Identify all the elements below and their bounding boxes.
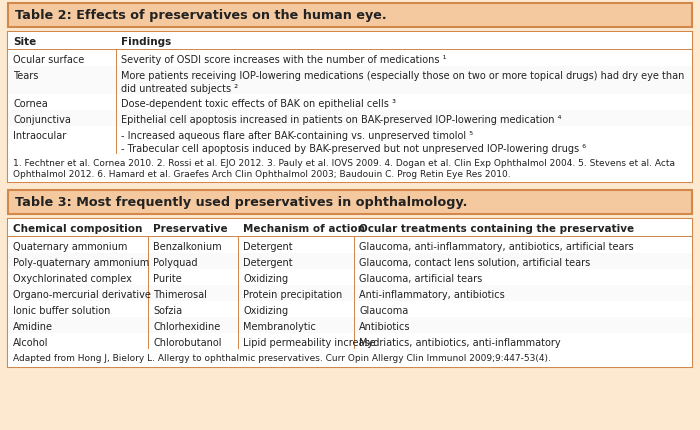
Bar (8, 182, 692, 183)
Bar (8, 286, 692, 301)
Bar (8, 190, 692, 215)
Bar (8, 94, 692, 95)
Bar (8, 51, 692, 67)
Bar (8, 154, 692, 155)
Bar (8, 126, 692, 127)
Text: Anti-inflammatory, antibiotics: Anti-inflammatory, antibiotics (359, 289, 505, 299)
Text: Antibiotics: Antibiotics (359, 321, 410, 331)
Text: Adapted from Hong J, Bielory L. Allergy to ophthalmic preservatives. Curr Opin A: Adapted from Hong J, Bielory L. Allergy … (13, 353, 551, 362)
Bar (8, 95, 692, 111)
Text: 1. Fechtner et al. Cornea 2010. 2. Rossi et al. EJO 2012. 3. Pauly et al. IOVS 2: 1. Fechtner et al. Cornea 2010. 2. Rossi… (13, 159, 675, 179)
Text: Amidine: Amidine (13, 321, 53, 331)
Bar (354, 253, 355, 269)
Text: Mydriatics, antibiotics, anti-inflammatory: Mydriatics, antibiotics, anti-inflammato… (359, 337, 561, 347)
Bar (116, 111, 117, 127)
Bar (8, 301, 692, 317)
Text: Purite: Purite (153, 273, 182, 283)
Bar (8, 317, 692, 333)
Bar (116, 51, 117, 67)
Text: Benzalkonium: Benzalkonium (153, 241, 222, 252)
Bar (8, 66, 692, 67)
Text: Site: Site (13, 37, 36, 47)
Text: Thimerosal: Thimerosal (153, 289, 207, 299)
Bar (116, 95, 117, 111)
Text: Table 2: Effects of preservatives on the human eye.: Table 2: Effects of preservatives on the… (15, 9, 386, 22)
Bar (8, 67, 692, 95)
Text: More patients receiving IOP-lowering medications (especially those on two or mor: More patients receiving IOP-lowering med… (121, 71, 685, 94)
Text: Tears: Tears (13, 71, 38, 81)
Text: Detergent: Detergent (243, 258, 293, 267)
Text: Chlorobutanol: Chlorobutanol (153, 337, 221, 347)
Bar (116, 67, 117, 95)
Bar (8, 50, 692, 51)
Bar (8, 349, 692, 367)
Text: Preservative: Preservative (153, 224, 228, 233)
Text: Conjunctiva: Conjunctiva (13, 115, 71, 125)
Text: Chemical composition: Chemical composition (13, 224, 142, 233)
Text: Glaucoma, contact lens solution, artificial tears: Glaucoma, contact lens solution, artific… (359, 258, 590, 267)
Text: Oxidizing: Oxidizing (243, 305, 288, 315)
Text: Glaucoma, artificial tears: Glaucoma, artificial tears (359, 273, 482, 283)
Text: Oxidizing: Oxidizing (243, 273, 288, 283)
Text: Detergent: Detergent (243, 241, 293, 252)
Bar (8, 269, 692, 286)
Text: Ocular surface: Ocular surface (13, 55, 84, 65)
Text: - Increased aqueous flare after BAK-containing vs. unpreserved timolol ⁵
- Trabe: - Increased aqueous flare after BAK-cont… (121, 131, 586, 154)
Bar (8, 33, 692, 51)
Bar (354, 301, 355, 317)
Bar (8, 33, 692, 183)
Bar (8, 237, 692, 253)
Bar (8, 4, 692, 28)
Text: Table 3: Most frequently used preservatives in ophthalmology.: Table 3: Most frequently used preservati… (15, 196, 468, 209)
Text: Alcohol: Alcohol (13, 337, 48, 347)
Bar (8, 155, 692, 183)
Text: Epithelial cell apoptosis increased in patients on BAK-preserved IOP-lowering me: Epithelial cell apoptosis increased in p… (121, 115, 561, 125)
Bar (8, 333, 692, 349)
Bar (8, 253, 692, 269)
Text: Dose-dependent toxic effects of BAK on epithelial cells ³: Dose-dependent toxic effects of BAK on e… (121, 99, 396, 109)
Bar (8, 219, 692, 237)
Bar (354, 286, 355, 301)
Text: Mechanism of action: Mechanism of action (243, 224, 365, 233)
Text: Glaucoma: Glaucoma (359, 305, 408, 315)
Text: Chlorhexidine: Chlorhexidine (153, 321, 220, 331)
Text: Intraocular: Intraocular (13, 131, 66, 141)
Text: Sofzia: Sofzia (153, 305, 182, 315)
Text: Ocular treatments containing the preservative: Ocular treatments containing the preserv… (359, 224, 634, 233)
Bar (8, 285, 692, 286)
Text: Severity of OSDI score increases with the number of medications ¹: Severity of OSDI score increases with th… (121, 55, 447, 65)
Text: Glaucoma, anti-inflammatory, antibiotics, artificial tears: Glaucoma, anti-inflammatory, antibiotics… (359, 241, 634, 252)
Text: Findings: Findings (121, 37, 172, 47)
Bar (354, 317, 355, 333)
Bar (8, 110, 692, 111)
Text: Lipid permeability increase: Lipid permeability increase (243, 337, 376, 347)
Bar (354, 237, 355, 253)
Bar (354, 333, 355, 349)
Text: Poly-quaternary ammonium: Poly-quaternary ammonium (13, 258, 149, 267)
Text: Protein precipitation: Protein precipitation (243, 289, 342, 299)
Bar (8, 111, 692, 127)
Text: Oxychlorinated complex: Oxychlorinated complex (13, 273, 132, 283)
Bar (8, 219, 692, 367)
Bar (8, 127, 692, 155)
Bar (354, 269, 355, 286)
Text: Polyquad: Polyquad (153, 258, 197, 267)
Text: Quaternary ammonium: Quaternary ammonium (13, 241, 127, 252)
Text: Ionic buffer solution: Ionic buffer solution (13, 305, 111, 315)
Text: Cornea: Cornea (13, 99, 48, 109)
Bar (116, 127, 117, 155)
Text: Membranolytic: Membranolytic (243, 321, 316, 331)
Text: Organo-mercurial derivative: Organo-mercurial derivative (13, 289, 151, 299)
